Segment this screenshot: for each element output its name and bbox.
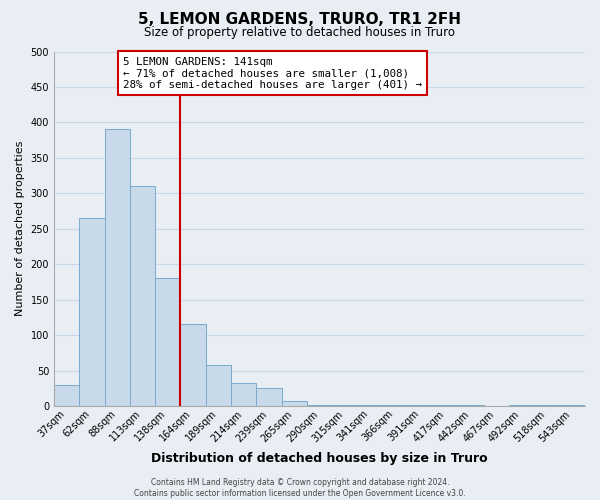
Bar bbox=[281, 401, 307, 406]
Bar bbox=[383, 404, 408, 406]
Y-axis label: Number of detached properties: Number of detached properties bbox=[15, 141, 25, 316]
Text: Size of property relative to detached houses in Truro: Size of property relative to detached ho… bbox=[145, 26, 455, 39]
Bar bbox=[433, 404, 458, 406]
Bar bbox=[181, 324, 206, 406]
X-axis label: Distribution of detached houses by size in Truro: Distribution of detached houses by size … bbox=[151, 452, 488, 465]
Bar bbox=[560, 404, 585, 406]
Bar bbox=[509, 404, 535, 406]
Bar bbox=[535, 404, 560, 406]
Bar bbox=[358, 404, 383, 406]
Bar bbox=[408, 404, 433, 406]
Bar bbox=[130, 186, 155, 406]
Bar bbox=[458, 404, 484, 406]
Bar bbox=[307, 404, 332, 406]
Bar bbox=[206, 365, 231, 406]
Bar bbox=[54, 384, 79, 406]
Text: Contains HM Land Registry data © Crown copyright and database right 2024.
Contai: Contains HM Land Registry data © Crown c… bbox=[134, 478, 466, 498]
Text: 5, LEMON GARDENS, TRURO, TR1 2FH: 5, LEMON GARDENS, TRURO, TR1 2FH bbox=[139, 12, 461, 28]
Bar bbox=[155, 278, 181, 406]
Bar bbox=[104, 130, 130, 406]
Text: 5 LEMON GARDENS: 141sqm
← 71% of detached houses are smaller (1,008)
28% of semi: 5 LEMON GARDENS: 141sqm ← 71% of detache… bbox=[123, 57, 422, 90]
Bar bbox=[79, 218, 104, 406]
Bar bbox=[231, 384, 256, 406]
Bar bbox=[256, 388, 281, 406]
Bar bbox=[332, 404, 358, 406]
